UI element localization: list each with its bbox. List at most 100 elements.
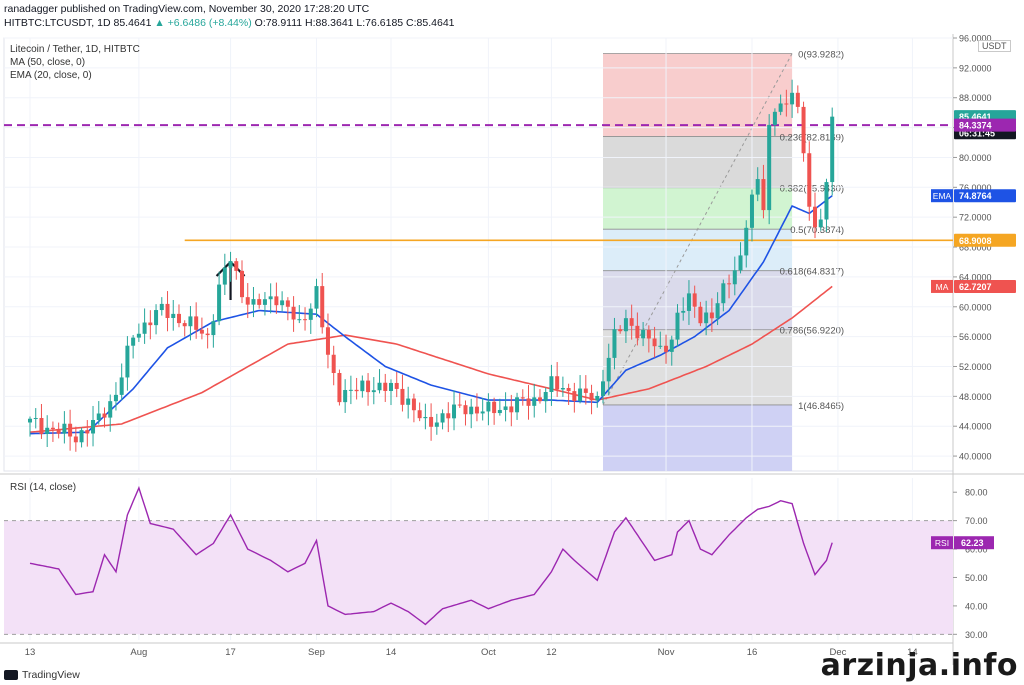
candle-body: [240, 270, 245, 298]
rsi-value-label: 62.23: [961, 538, 984, 548]
price-labels: 85.464106:31:4584.337474.8764EMA68.90086…: [931, 110, 1016, 293]
candle-body: [601, 381, 605, 396]
candle-body: [646, 329, 651, 339]
ohlc-info: HITBTC:LTCUSDT, 1D 85.4641 ▲ +6.6486 (+8…: [4, 17, 455, 29]
rsi-tick-label: 60.00: [965, 545, 988, 555]
candle-body: [360, 380, 365, 392]
candle-body: [520, 397, 525, 399]
price-label-box: [954, 118, 1016, 132]
ema-legend[interactable]: EMA (20, close, 0): [10, 70, 92, 81]
candle-body: [727, 283, 732, 285]
candle-body: [371, 390, 376, 393]
candle-body: [45, 427, 50, 434]
candle-body: [732, 270, 737, 285]
candle-body: [801, 106, 806, 154]
candle-body: [125, 345, 130, 378]
candle-body: [176, 313, 181, 324]
candle-body: [96, 413, 101, 421]
candle-body: [142, 322, 147, 334]
candle-body: [641, 329, 646, 339]
time-tick-label: Sep: [308, 647, 325, 658]
time-tick-label: 14: [907, 647, 918, 658]
candle-body: [566, 388, 571, 392]
candle-body: [39, 418, 44, 434]
candle-body: [778, 103, 783, 112]
candle-body: [761, 179, 766, 211]
rsi-band: [4, 520, 953, 635]
fib-zone: [603, 229, 793, 271]
candle-body: [28, 418, 32, 423]
main-pane: [3, 37, 954, 472]
candle-body: [578, 388, 583, 402]
rsi-tick-label: 30.00: [965, 630, 988, 640]
candle-body: [830, 116, 835, 183]
time-tick-label: Aug: [130, 647, 147, 658]
candles: [28, 79, 835, 452]
candle-body: [537, 397, 542, 402]
candle-body: [698, 306, 703, 324]
candle-body: [348, 389, 353, 391]
candle-body: [406, 398, 411, 405]
fib-zone: [603, 404, 793, 471]
candle-body: [469, 406, 474, 415]
price-tick-label: 64.0000: [959, 272, 992, 282]
price-tick-label: 56.0000: [959, 332, 992, 342]
candle-body: [767, 124, 772, 211]
candle-body: [549, 376, 554, 392]
ema20-line: [29, 195, 833, 435]
candle-body: [704, 312, 709, 324]
candle-body: [669, 339, 674, 352]
price-tick-label: 96.0000: [959, 34, 992, 44]
rsi-pane: RSI (14, close) 30.00 40.00 50.00 60.00 70.00…: [4, 482, 994, 640]
chart-title: Litecoin / Tether, 1D, HITBTC: [10, 44, 140, 55]
candle-body: [417, 410, 422, 419]
candle-body: [366, 380, 371, 393]
price-label-text: 84.3374: [959, 121, 992, 131]
candle-body: [807, 153, 812, 207]
candle-body: [113, 394, 118, 402]
ma50-line: [29, 285, 833, 433]
candle-body: [446, 413, 451, 419]
candle-body: [268, 296, 273, 300]
candle-body: [131, 337, 136, 346]
candle-body: [623, 318, 628, 332]
fib-level-label: 0(93.9282): [798, 49, 844, 60]
candle-body: [503, 406, 508, 410]
fib-level-label: 1(46.8465): [798, 401, 844, 412]
fib-level-label: 0.5(70.3874): [790, 225, 844, 236]
candle-body: [274, 296, 279, 306]
candle-body: [612, 329, 617, 358]
tradingview-brand: TradingView: [22, 669, 80, 681]
candle-body: [606, 357, 611, 382]
candle-body: [50, 427, 55, 430]
fib-zone: [603, 136, 793, 188]
candle-body: [721, 283, 726, 304]
candle-body: [429, 416, 434, 427]
fib-trend-line: [602, 53, 793, 406]
candle-body: [383, 382, 388, 391]
time-tick-label: Nov: [658, 647, 675, 658]
candle-body: [486, 401, 491, 412]
ma-legend[interactable]: MA (50, close, 0): [10, 57, 86, 68]
candle-body: [280, 300, 285, 306]
candle-body: [635, 325, 640, 339]
candle-body: [320, 286, 325, 328]
candle-body: [790, 92, 795, 105]
fib-zone: [603, 53, 793, 137]
publish-info: ranadagger published on TradingView.com,…: [4, 3, 370, 15]
candle-body: [681, 310, 686, 313]
candle-body: [377, 382, 382, 391]
candle-body: [474, 406, 479, 414]
candle-body: [589, 392, 594, 401]
candle-body: [199, 329, 204, 334]
fib-zone: [603, 187, 793, 230]
currency-unit-label[interactable]: USDT: [978, 40, 1011, 52]
rsi-tick-label: 80.00: [965, 488, 988, 498]
rsi-line: [29, 485, 833, 626]
candle-body: [497, 409, 502, 414]
candle-body: [560, 388, 565, 390]
candle-body: [119, 377, 124, 395]
candle-body: [211, 321, 216, 336]
rsi-tag: RSI: [935, 538, 949, 548]
